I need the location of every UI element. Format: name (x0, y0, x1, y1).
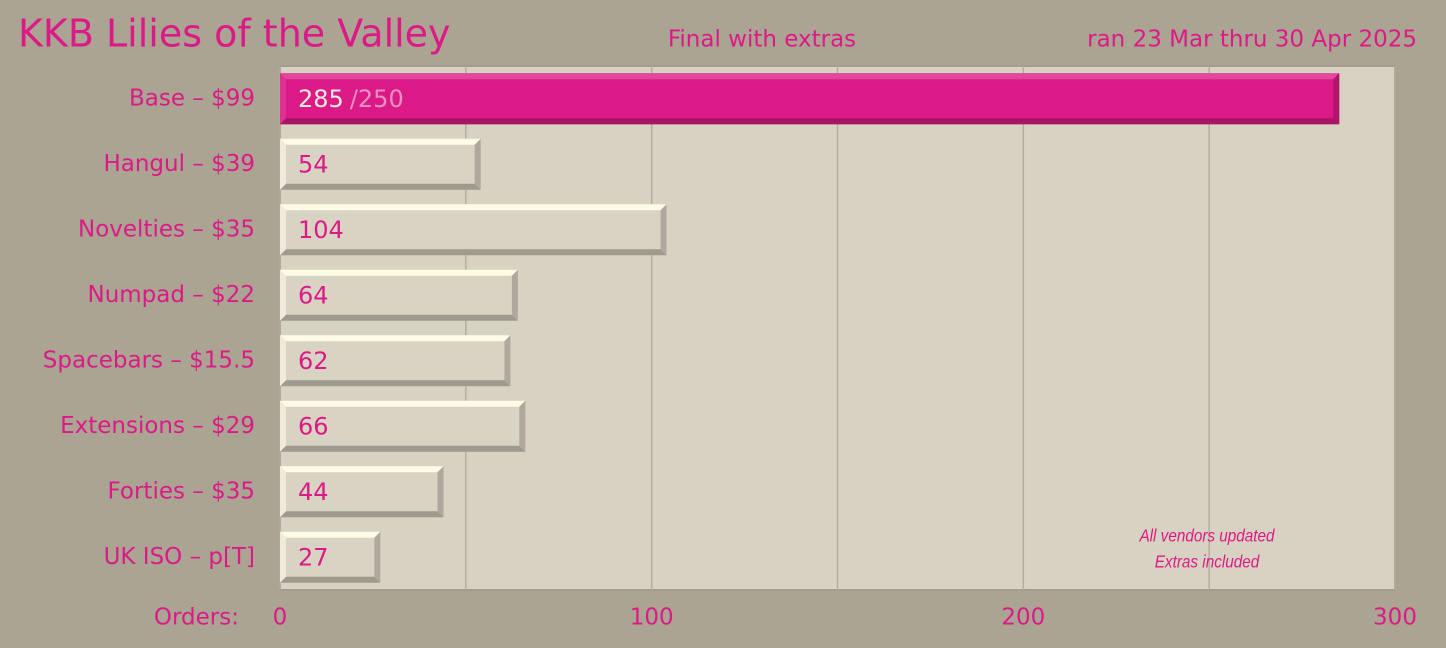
value-label: 285/250 (298, 85, 404, 113)
x-tick-label: 100 (630, 605, 674, 631)
bar (280, 73, 1340, 125)
bar (280, 400, 526, 452)
bar-bevel-right (504, 335, 511, 387)
bar-bevel-left (280, 204, 286, 256)
bar-bevel-right (1333, 73, 1340, 125)
bar-bevel-top (280, 138, 481, 145)
value-label-number: 62 (298, 347, 329, 375)
bar (280, 138, 481, 190)
bar-bevel-bottom (280, 511, 444, 518)
bar-bevel-left (280, 531, 286, 583)
bar (280, 269, 518, 321)
chart-subtitle: Final with extras (668, 27, 856, 53)
bar-bevel-bottom (280, 576, 381, 583)
value-label: 62 (298, 347, 329, 375)
bar-bevel-bottom (280, 249, 667, 256)
y-tick-label: Numpad – $22 (87, 282, 255, 308)
bar (280, 531, 381, 583)
annotation: All vendors updated (1139, 526, 1276, 546)
y-tick-label: Forties – $35 (107, 478, 255, 504)
bar-bevel-top (280, 335, 511, 342)
bar-bevel-left (280, 73, 286, 125)
bar-bevel-top (280, 531, 381, 538)
bar-bevel-top (280, 73, 1340, 80)
bar (280, 204, 667, 256)
value-label-number: 66 (298, 412, 329, 440)
bar (280, 335, 511, 387)
bar-bevel-left (280, 400, 286, 452)
y-tick-label: Novelties – $35 (78, 216, 255, 242)
y-tick-label: Extensions – $29 (60, 413, 255, 439)
x-tick-label: 300 (1373, 605, 1417, 631)
date-range: ran 23 Mar thru 30 Apr 2025 (1087, 27, 1417, 53)
value-label-number: 104 (298, 216, 344, 244)
value-label-number: 285 (298, 85, 344, 113)
bar-bevel-bottom (280, 314, 518, 321)
bar-bevel-right (374, 531, 381, 583)
value-label: 27 (298, 543, 329, 571)
x-tick-label: 0 (273, 605, 288, 631)
bar-bevel-left (280, 335, 286, 387)
x-tick-label: 200 (1001, 605, 1045, 631)
value-label-number: 64 (298, 281, 329, 309)
target-label: /250 (350, 85, 404, 113)
annotation: Extras included (1155, 552, 1260, 572)
bar-bevel-right (511, 269, 518, 321)
value-label: 44 (298, 478, 329, 506)
bar-bevel-top (280, 466, 444, 473)
bar-bevel-right (437, 466, 444, 518)
y-tick-label: Base – $99 (129, 85, 255, 111)
bar-bevel-bottom (280, 445, 526, 452)
bar-bevel-right (474, 138, 481, 190)
bar-bevel-top (280, 400, 526, 407)
value-label: 104 (298, 216, 344, 244)
value-label-number: 44 (298, 478, 329, 506)
bar-bevel-right (519, 400, 526, 452)
bar-bevel-top (280, 269, 518, 276)
bar-bevel-bottom (280, 380, 511, 387)
bar-bevel-left (280, 466, 286, 518)
y-tick-label: UK ISO – p[T] (104, 544, 255, 570)
bar-bevel-top (280, 204, 667, 211)
chart-title: KKB Lilies of the Valley (18, 12, 451, 56)
bar-bevel-bottom (280, 183, 481, 190)
value-label-number: 54 (298, 150, 329, 178)
bar-bevel-left (280, 269, 286, 321)
value-label: 66 (298, 412, 329, 440)
bar-bevel-left (280, 138, 286, 190)
x-axis-label: Orders: (154, 605, 239, 631)
bar-bevel-right (660, 204, 667, 256)
bar-bevel-bottom (280, 118, 1340, 125)
bar (280, 466, 444, 518)
value-label-number: 27 (298, 543, 329, 571)
y-tick-label: Spacebars – $15.5 (43, 347, 255, 373)
y-tick-label: Hangul – $39 (103, 151, 255, 177)
value-label: 54 (298, 150, 329, 178)
value-label: 64 (298, 281, 329, 309)
